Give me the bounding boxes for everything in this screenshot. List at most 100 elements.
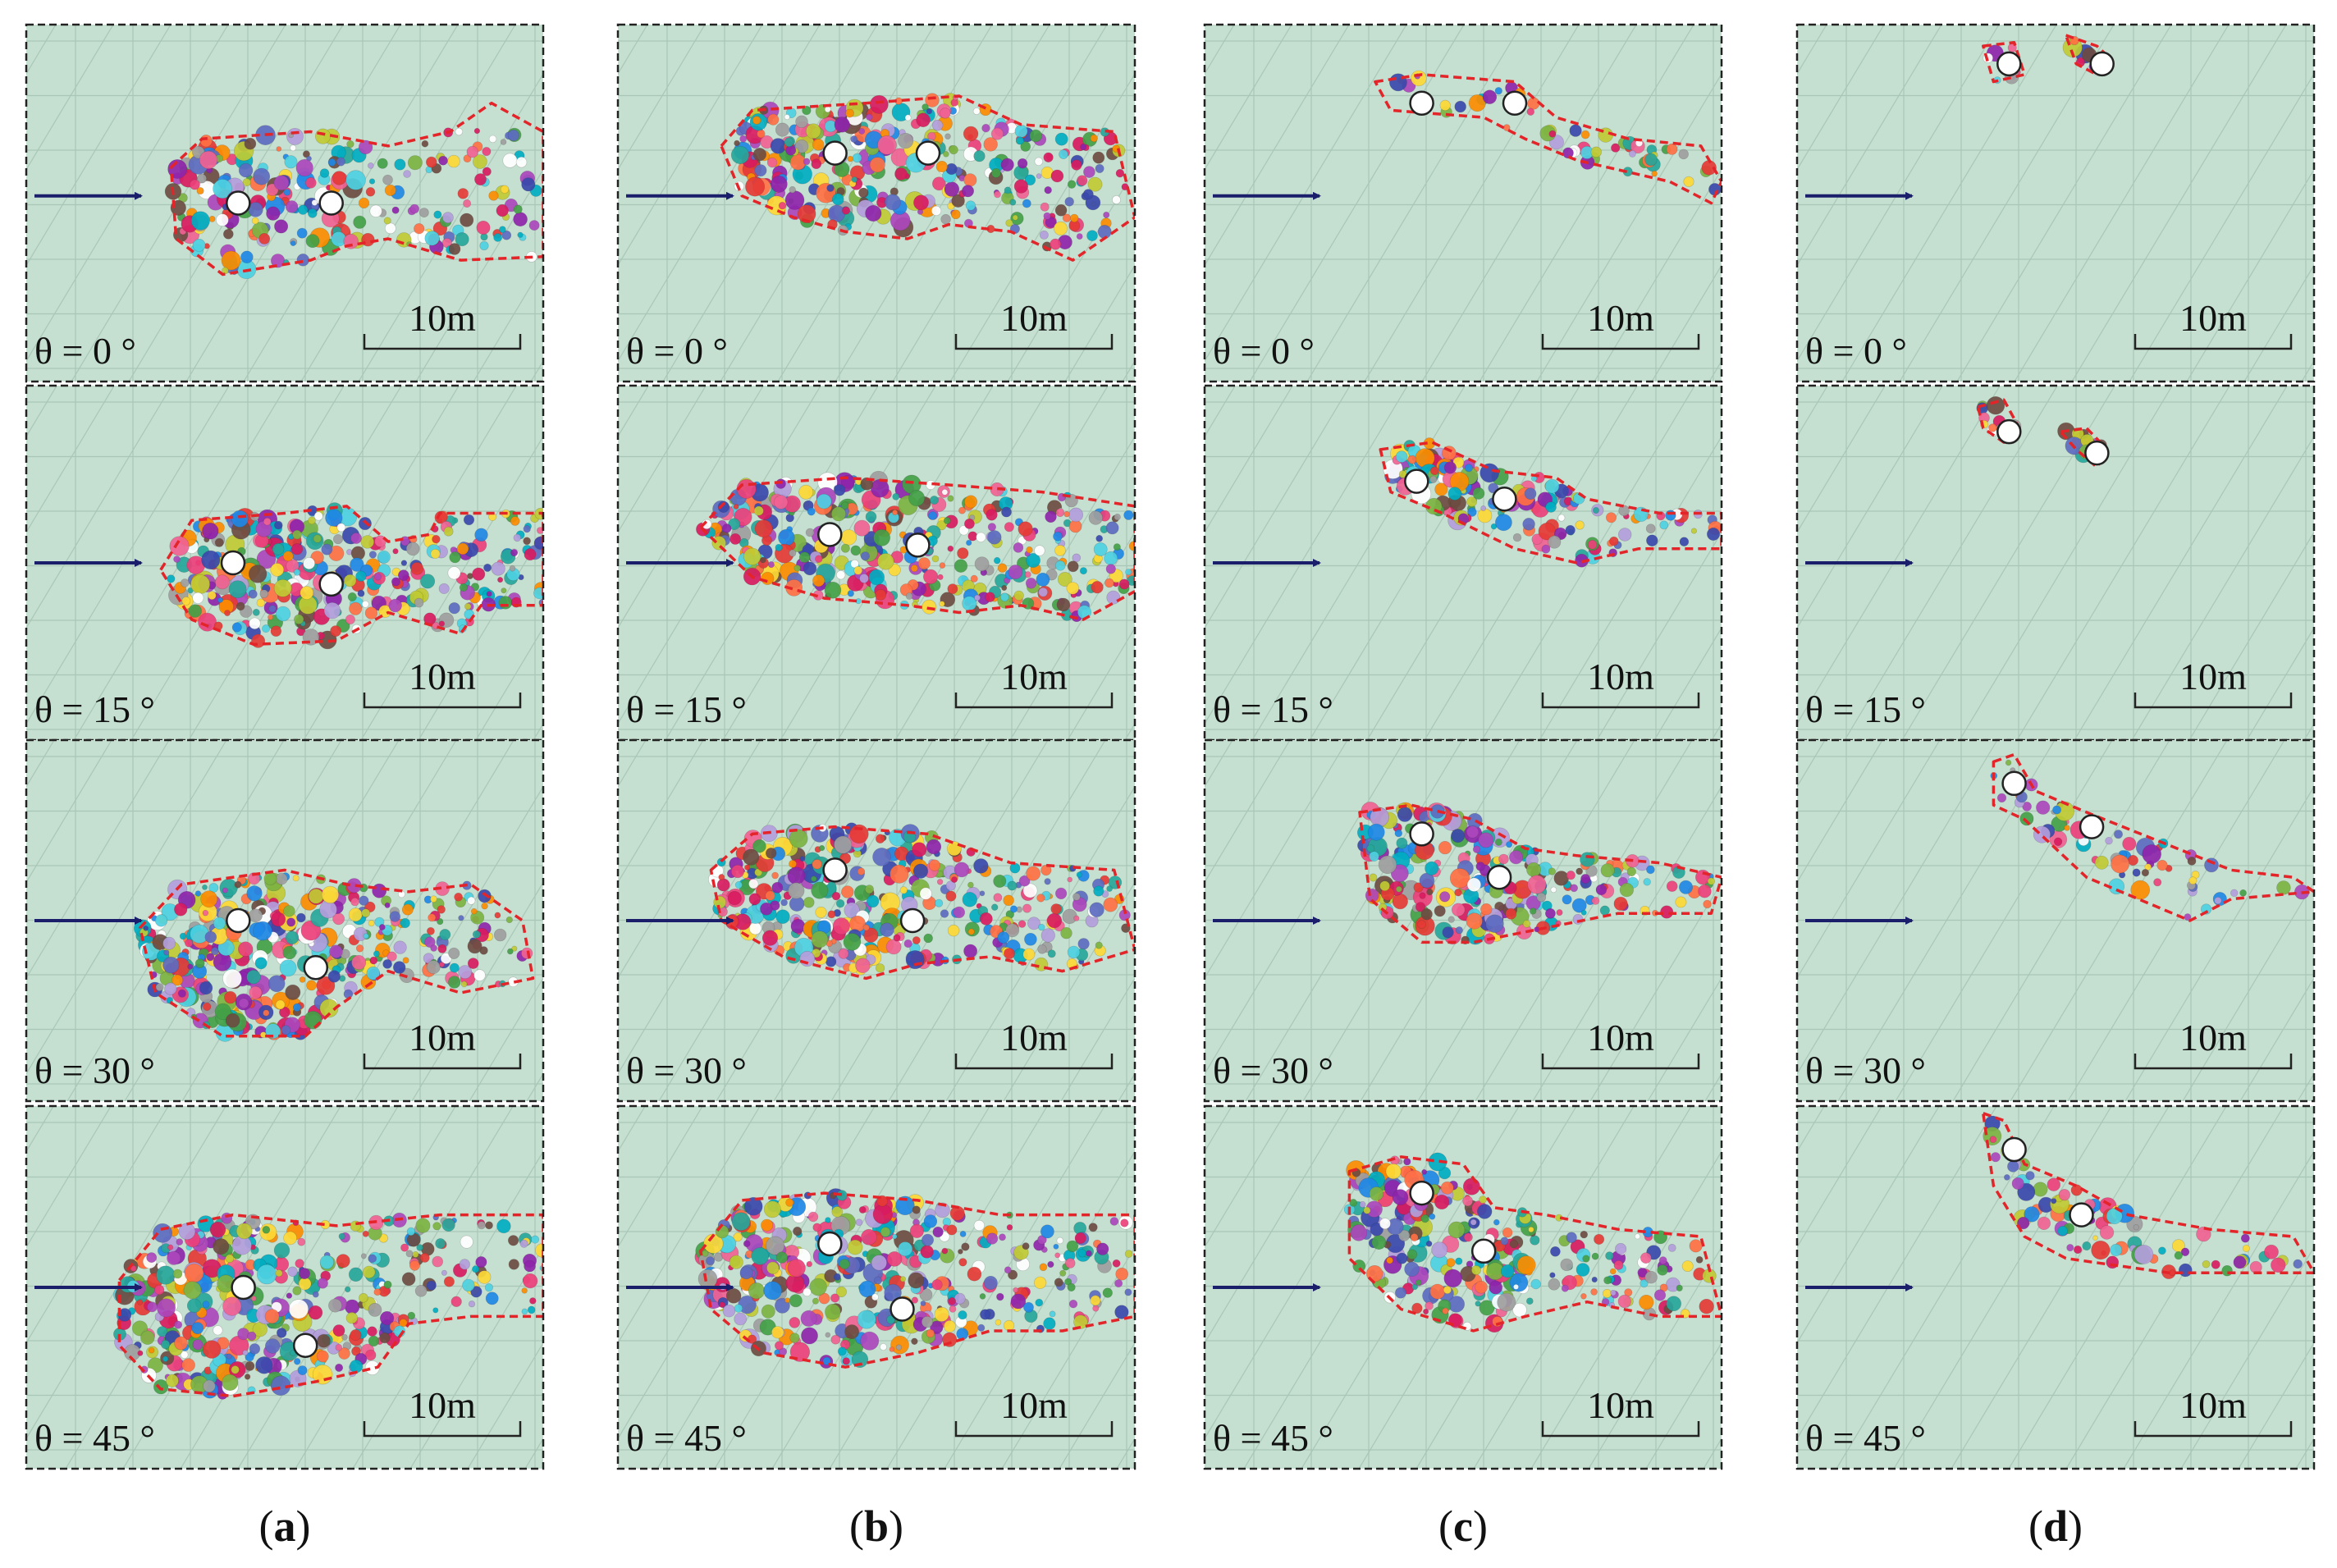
particle	[1369, 873, 1378, 882]
particle	[825, 1303, 841, 1320]
particle	[2064, 825, 2070, 831]
particle	[1565, 524, 1576, 536]
particle	[1446, 1258, 1456, 1268]
particle	[1022, 199, 1031, 208]
particle	[1089, 902, 1104, 917]
particle	[349, 601, 363, 615]
particle	[1114, 513, 1121, 521]
particle	[744, 864, 751, 871]
particle	[789, 186, 796, 194]
particle	[185, 939, 194, 948]
particle	[1112, 195, 1121, 204]
particle	[249, 908, 263, 923]
particle	[789, 829, 808, 848]
particle	[871, 1293, 879, 1301]
particle	[399, 1319, 408, 1328]
particle	[290, 240, 296, 246]
particle	[432, 534, 441, 544]
particle	[1046, 912, 1063, 929]
particle	[697, 1269, 718, 1289]
particle	[183, 1281, 202, 1300]
particle	[460, 1235, 473, 1249]
deposit-outline	[138, 868, 535, 1038]
particle	[1043, 212, 1051, 220]
particle	[1077, 175, 1088, 186]
particle	[1096, 1242, 1109, 1255]
particle	[930, 496, 939, 505]
particle	[1047, 1260, 1054, 1269]
particle	[373, 1288, 382, 1296]
particle-cloud	[1383, 437, 1722, 568]
particle	[842, 206, 851, 215]
particle	[811, 881, 829, 899]
particle	[941, 488, 949, 496]
particle	[1580, 1230, 1589, 1239]
particle	[2106, 1208, 2123, 1225]
particle	[830, 1293, 839, 1303]
particle	[1095, 534, 1103, 542]
particle	[715, 1224, 729, 1239]
particle	[1419, 892, 1426, 899]
particle	[458, 965, 473, 980]
particle	[162, 956, 180, 974]
particle	[304, 177, 317, 189]
particle	[2169, 1269, 2176, 1277]
particle	[995, 1319, 1002, 1326]
monitoring-point-marker	[817, 522, 843, 547]
particle	[1548, 1278, 1561, 1291]
particle	[328, 1298, 342, 1313]
particle	[861, 1229, 877, 1246]
particle	[1074, 1232, 1086, 1245]
particle	[1059, 149, 1068, 159]
particle	[994, 190, 1001, 199]
particle	[832, 917, 850, 935]
particle	[2211, 1259, 2220, 1269]
particle	[1644, 153, 1658, 167]
particle	[1417, 920, 1426, 930]
scale-bar: 10m	[363, 1384, 522, 1438]
particle	[1072, 893, 1081, 901]
particle	[1053, 1243, 1059, 1250]
particle	[2202, 1259, 2211, 1269]
particle	[213, 953, 232, 971]
particle	[409, 203, 420, 214]
deposit-outline	[1374, 73, 1722, 205]
particle	[222, 887, 228, 894]
particle	[248, 872, 261, 885]
particle	[911, 1296, 918, 1304]
particle	[935, 898, 944, 907]
particle	[1429, 1283, 1446, 1300]
particle	[1434, 482, 1448, 496]
particle	[1055, 508, 1065, 518]
particle-cloud	[1990, 759, 2310, 921]
particle	[443, 526, 454, 537]
particle	[706, 1256, 715, 1266]
particle	[1035, 1298, 1044, 1307]
particle	[945, 880, 956, 891]
scale-bar: 10m	[2133, 1017, 2293, 1070]
particle	[1072, 553, 1082, 563]
particle	[800, 1310, 817, 1327]
particle	[437, 905, 446, 914]
particle	[285, 930, 300, 945]
particle	[470, 907, 478, 915]
particle	[174, 1320, 183, 1329]
particle	[1093, 542, 1108, 556]
particle	[172, 1269, 183, 1279]
particle	[317, 1333, 331, 1348]
particle	[1478, 832, 1494, 848]
scale-bar-label: 10m	[2179, 1017, 2247, 1058]
scale-bar-line	[363, 1054, 522, 1070]
particle	[463, 199, 472, 208]
monitoring-point-marker	[1409, 90, 1434, 116]
particle	[987, 523, 996, 532]
particle	[875, 589, 887, 601]
particle	[903, 939, 912, 949]
particle	[245, 1352, 254, 1362]
particle	[2158, 1246, 2166, 1255]
particle	[2293, 1259, 2303, 1269]
particle	[270, 563, 285, 577]
particle	[488, 190, 499, 201]
particle	[1104, 551, 1118, 565]
particle	[531, 1235, 540, 1244]
